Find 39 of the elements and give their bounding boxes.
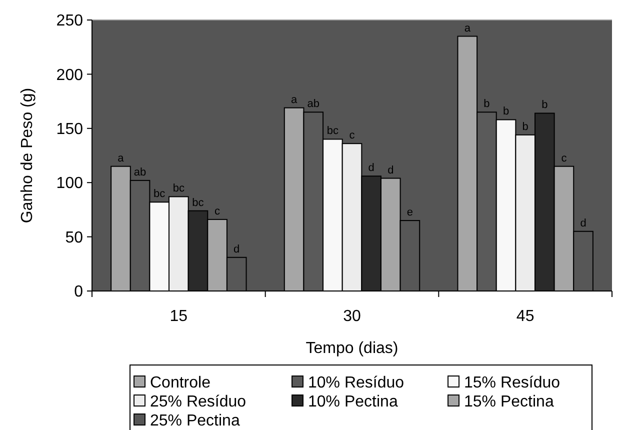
legend-label: 15% Pectina xyxy=(464,394,554,411)
data-label: b xyxy=(484,98,490,110)
data-label: a xyxy=(118,152,125,164)
y-tick-label: 50 xyxy=(65,229,84,246)
y-tick-label: 200 xyxy=(56,66,84,84)
legend-label: 10% Pectina xyxy=(308,394,398,411)
legend-label: 25% Pectina xyxy=(150,412,240,430)
data-label: e xyxy=(406,206,414,219)
x-tick-label: 15 xyxy=(170,308,188,325)
data-label: bc xyxy=(192,196,204,209)
legend-label: 10% Resíduo xyxy=(308,374,404,392)
legend-label: 25% Resíduo xyxy=(150,394,246,411)
y-tick-label: 100 xyxy=(56,175,84,192)
x-tick-label: 45 xyxy=(516,308,534,325)
legend-label: 15% Resíduo xyxy=(464,374,560,392)
data-label: ab xyxy=(134,166,146,178)
data-label: b xyxy=(522,120,528,133)
data-label: c xyxy=(214,205,221,218)
data-label: c xyxy=(561,152,568,164)
data-label: b xyxy=(542,99,548,112)
data-label: a xyxy=(290,94,298,106)
y-tick-label: 0 xyxy=(74,284,84,301)
data-label: ab xyxy=(307,98,320,110)
data-label: b xyxy=(502,106,510,118)
data-label: d xyxy=(234,243,240,256)
data-label: a xyxy=(464,22,472,34)
data-label: d xyxy=(368,162,374,174)
data-label: bc xyxy=(154,188,166,200)
y-tick-label: 150 xyxy=(56,121,84,138)
legend-label: Controle xyxy=(150,374,211,392)
data-label: c xyxy=(349,130,356,142)
data-label: bc xyxy=(172,182,185,195)
y-axis-title: Ganho de Peso (g) xyxy=(19,88,36,224)
y-tick-label: 250 xyxy=(56,12,84,30)
data-label: d xyxy=(388,164,394,176)
data-label: d xyxy=(580,217,586,230)
data-label: bc xyxy=(326,125,339,138)
x-tick-label: 30 xyxy=(343,308,361,325)
x-axis-title: Tempo (dias) xyxy=(306,340,398,357)
